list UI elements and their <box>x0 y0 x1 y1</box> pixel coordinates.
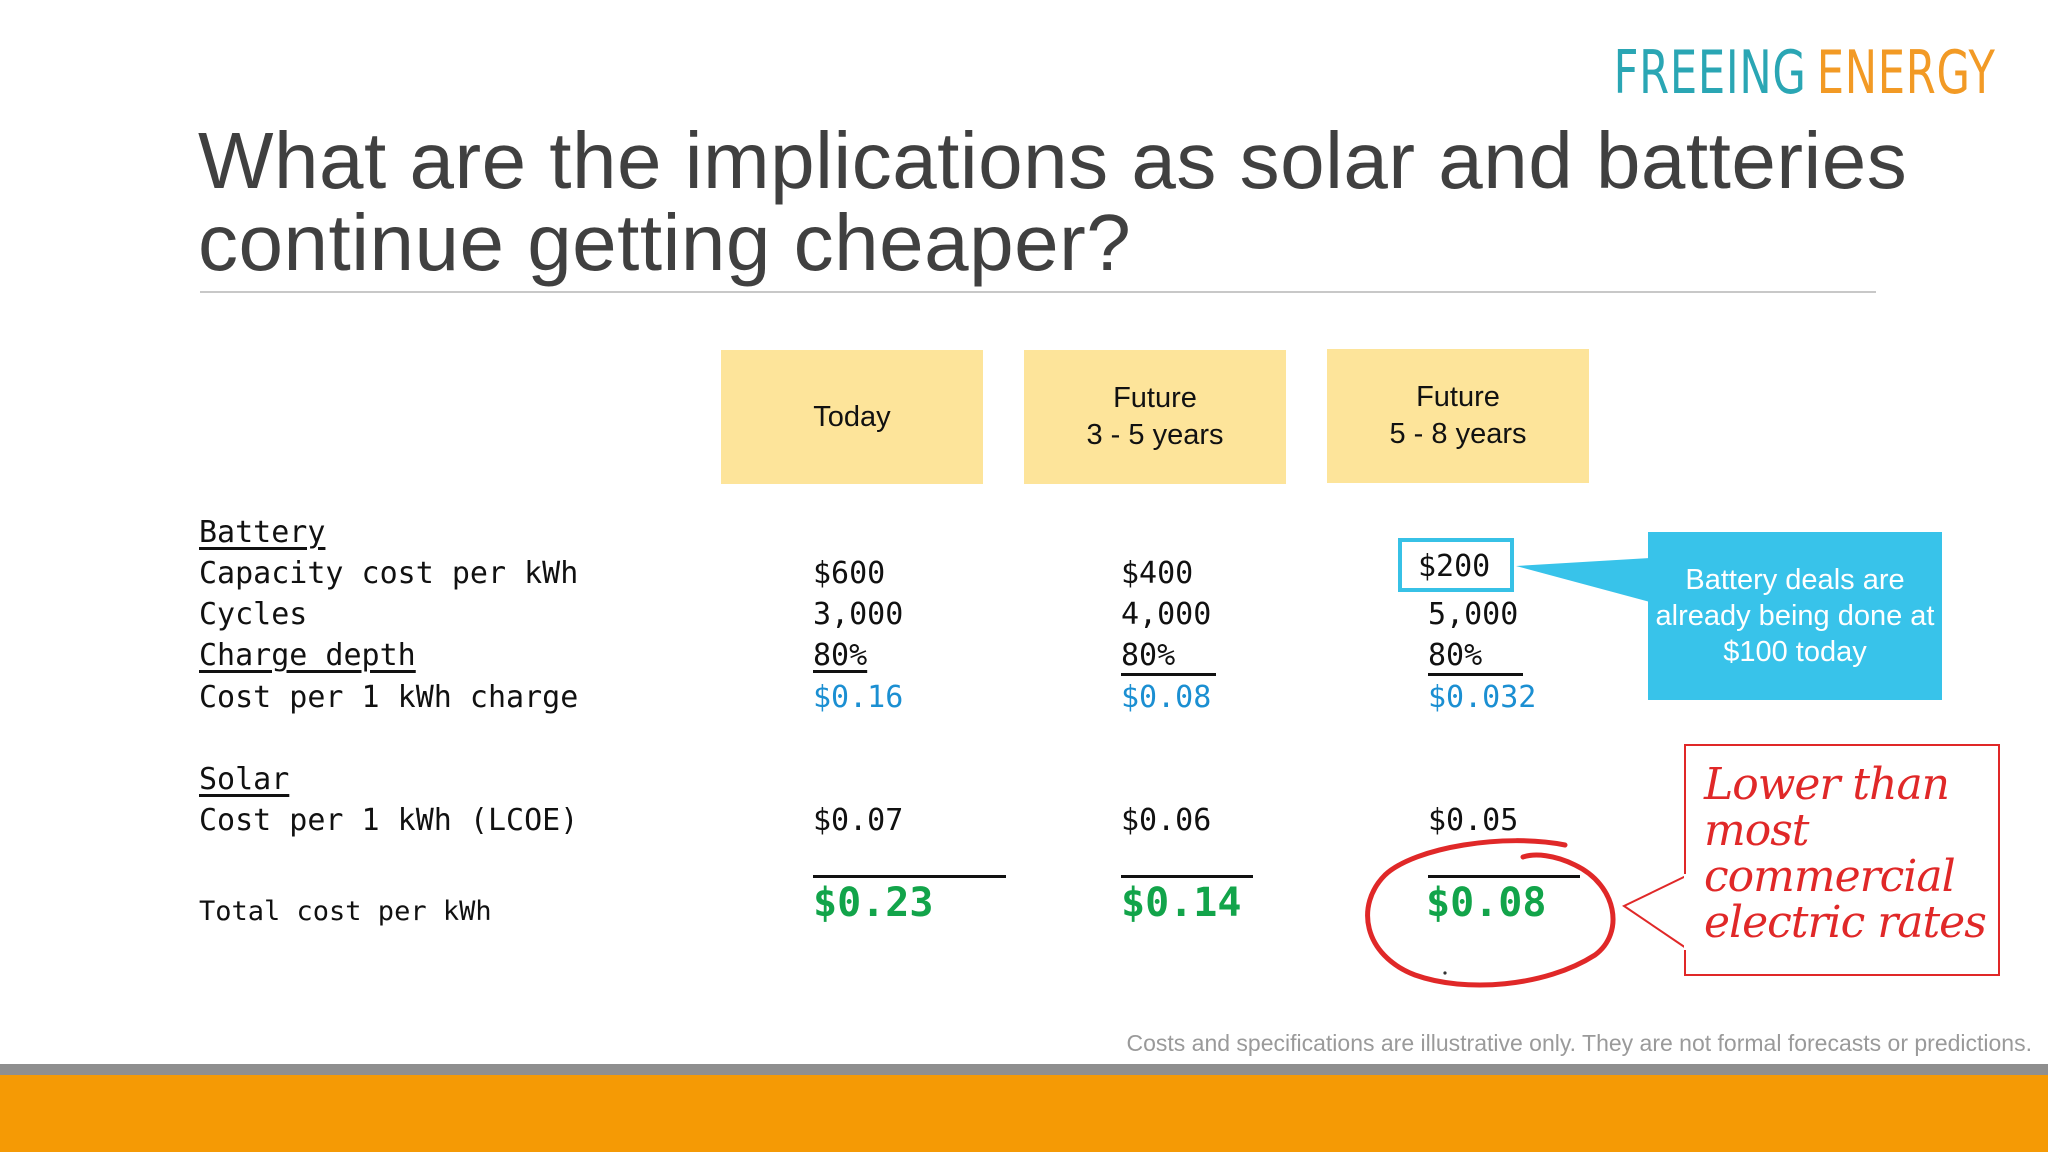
battery-deals-callout: Battery deals are already being done at … <box>1648 532 1942 700</box>
row-label-lcoe: Cost per 1 kWh (LCOE) <box>199 803 579 838</box>
highlight-box <box>1398 538 1514 592</box>
cost-per-charge-5-8: $0.032 <box>1428 680 1537 715</box>
column-header-subline: 5 - 8 years <box>1389 418 1527 450</box>
charge-depth-5-8: 80% <box>1428 638 1483 673</box>
footer-divider <box>0 1064 2048 1075</box>
column-header-line: Future <box>1113 382 1197 414</box>
total-3-5: $0.14 <box>1121 880 1242 926</box>
cycles-3-5: 4,000 <box>1121 597 1212 632</box>
title-divider <box>200 291 1876 293</box>
total-5-8: $0.08 <box>1426 880 1547 926</box>
lcoe-5-8: $0.05 <box>1428 803 1519 838</box>
note-pointer <box>1622 875 1687 949</box>
disclaimer: Costs and specifications are illustrativ… <box>1126 1030 2032 1056</box>
underline <box>1121 673 1216 676</box>
cycles-5-8: 5,000 <box>1428 597 1519 632</box>
sum-line <box>1428 875 1580 878</box>
logo-word-freeing: FREEING <box>1613 38 1807 108</box>
brand-logo: FREEING ENERGY <box>1614 38 1996 108</box>
column-header-line: Today <box>813 400 891 433</box>
callout-text: Battery deals are already being done at … <box>1655 564 1935 668</box>
column-header-5-8-years: Future 5 - 8 years <box>1327 349 1589 483</box>
row-label-charge-depth: Charge depth <box>199 638 416 673</box>
charge-depth-3-5: 80% <box>1121 638 1176 673</box>
battery-heading: Battery <box>199 515 326 550</box>
footer-band <box>0 1075 2048 1152</box>
slide-title: What are the implications as solar and b… <box>198 116 1908 287</box>
column-header-line: Future <box>1416 381 1500 413</box>
callout-pointer <box>1516 558 1650 602</box>
lcoe-3-5: $0.06 <box>1121 803 1212 838</box>
note-text: Lower than most commercial electric rate… <box>1704 759 1987 948</box>
column-header-today: Today <box>721 350 983 484</box>
commercial-rates-note <box>1684 744 2000 976</box>
red-circle-annotation <box>1365 838 1616 988</box>
row-label-capacity-cost: Capacity cost per kWh <box>199 556 579 591</box>
row-label-cycles: Cycles <box>199 597 308 632</box>
logo-word-energy: ENERGY <box>1817 38 1996 108</box>
capacity-cost-5-8: $200 <box>1418 549 1491 584</box>
lcoe-today: $0.07 <box>813 803 904 838</box>
charge-depth-today: 80% <box>813 638 868 673</box>
capacity-cost-3-5: $400 <box>1121 556 1194 591</box>
total-today: $0.23 <box>813 880 934 926</box>
cost-per-charge-3-5: $0.08 <box>1121 680 1212 715</box>
underline <box>1428 673 1523 676</box>
solar-heading: Solar <box>199 762 290 797</box>
cycles-today: 3,000 <box>813 597 904 632</box>
sum-line <box>1121 875 1253 878</box>
row-label-cost-per-charge: Cost per 1 kWh charge <box>199 680 579 715</box>
cost-per-charge-today: $0.16 <box>813 680 904 715</box>
capacity-cost-today: $600 <box>813 556 886 591</box>
sum-line <box>813 875 1006 878</box>
column-header-subline: 3 - 5 years <box>1086 419 1224 451</box>
note-pointer-mask <box>1684 874 1690 950</box>
column-header-3-5-years: Future 3 - 5 years <box>1024 350 1286 484</box>
row-label-total: Total cost per kWh <box>199 896 492 927</box>
